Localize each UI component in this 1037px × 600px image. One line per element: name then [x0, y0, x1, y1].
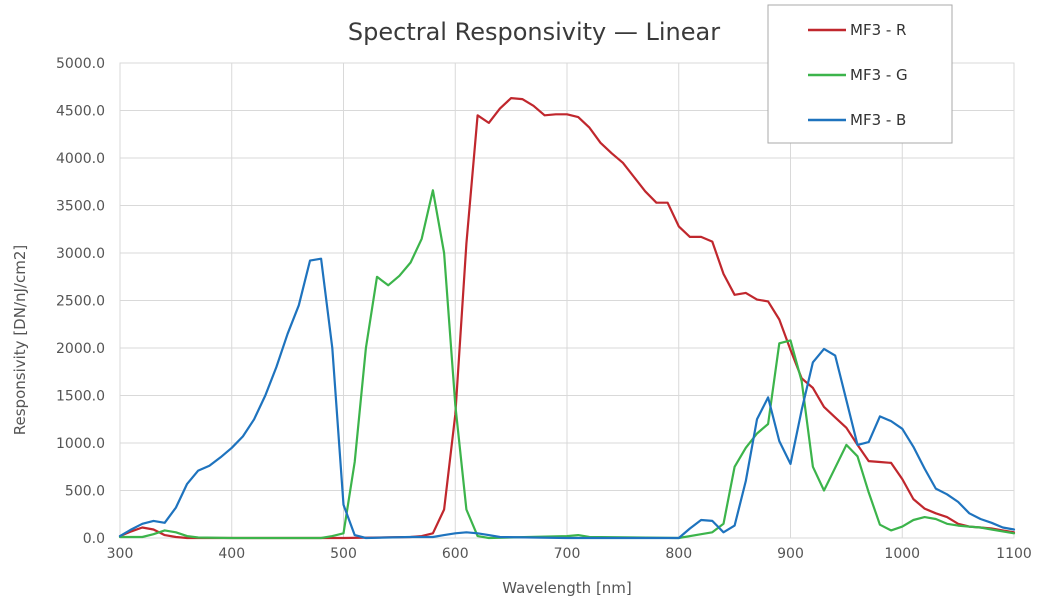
y-tick-label: 4500.0: [56, 104, 105, 120]
x-tick-label: 1000: [884, 546, 920, 562]
y-tick-label: 4000.0: [56, 151, 105, 167]
x-tick-label: 400: [218, 546, 245, 562]
y-tick-label: 500.0: [65, 484, 105, 500]
x-axis-label: Wavelength [nm]: [502, 579, 632, 597]
grid: [119, 62, 1015, 539]
y-tick-label: 2500.0: [56, 294, 105, 310]
x-tick-label: 500: [330, 546, 357, 562]
x-tick-label: 800: [665, 546, 692, 562]
x-tick-label: 700: [554, 546, 581, 562]
axis-ticks: 300 400 500 600 700 800 900 1000 1100 0.0 500.0 100…: [56, 56, 1032, 562]
y-tick-label: 3500.0: [56, 199, 105, 215]
series-line-mf3-g: [118, 189, 1016, 540]
legend-label: MF3 - R: [850, 21, 906, 39]
x-tick-label: 300: [107, 546, 134, 562]
x-tick-label: 600: [442, 546, 469, 562]
series-line-mf3-r: [118, 97, 1016, 540]
legend: MF3 - R MF3 - G MF3 - B: [767, 4, 953, 144]
legend-box: [767, 4, 953, 144]
y-tick-label: 3000.0: [56, 246, 105, 262]
series-lines: [118, 97, 1016, 540]
legend-label: MF3 - B: [850, 111, 906, 129]
series-line-mf3-b: [118, 257, 1016, 540]
y-tick-label: 2000.0: [56, 341, 105, 357]
chart-title: Spectral Responsivity — Linear: [348, 18, 720, 46]
y-tick-label: 1500.0: [56, 389, 105, 405]
y-axis-label: Responsivity [DN/nJ/cm2]: [11, 245, 29, 435]
x-tick-label: 1100: [996, 546, 1032, 562]
x-tick-label: 900: [777, 546, 804, 562]
y-tick-label: 1000.0: [56, 436, 105, 452]
legend-label: MF3 - G: [850, 66, 908, 84]
y-tick-label: 5000.0: [56, 56, 105, 72]
y-tick-label: 0.0: [83, 531, 105, 547]
